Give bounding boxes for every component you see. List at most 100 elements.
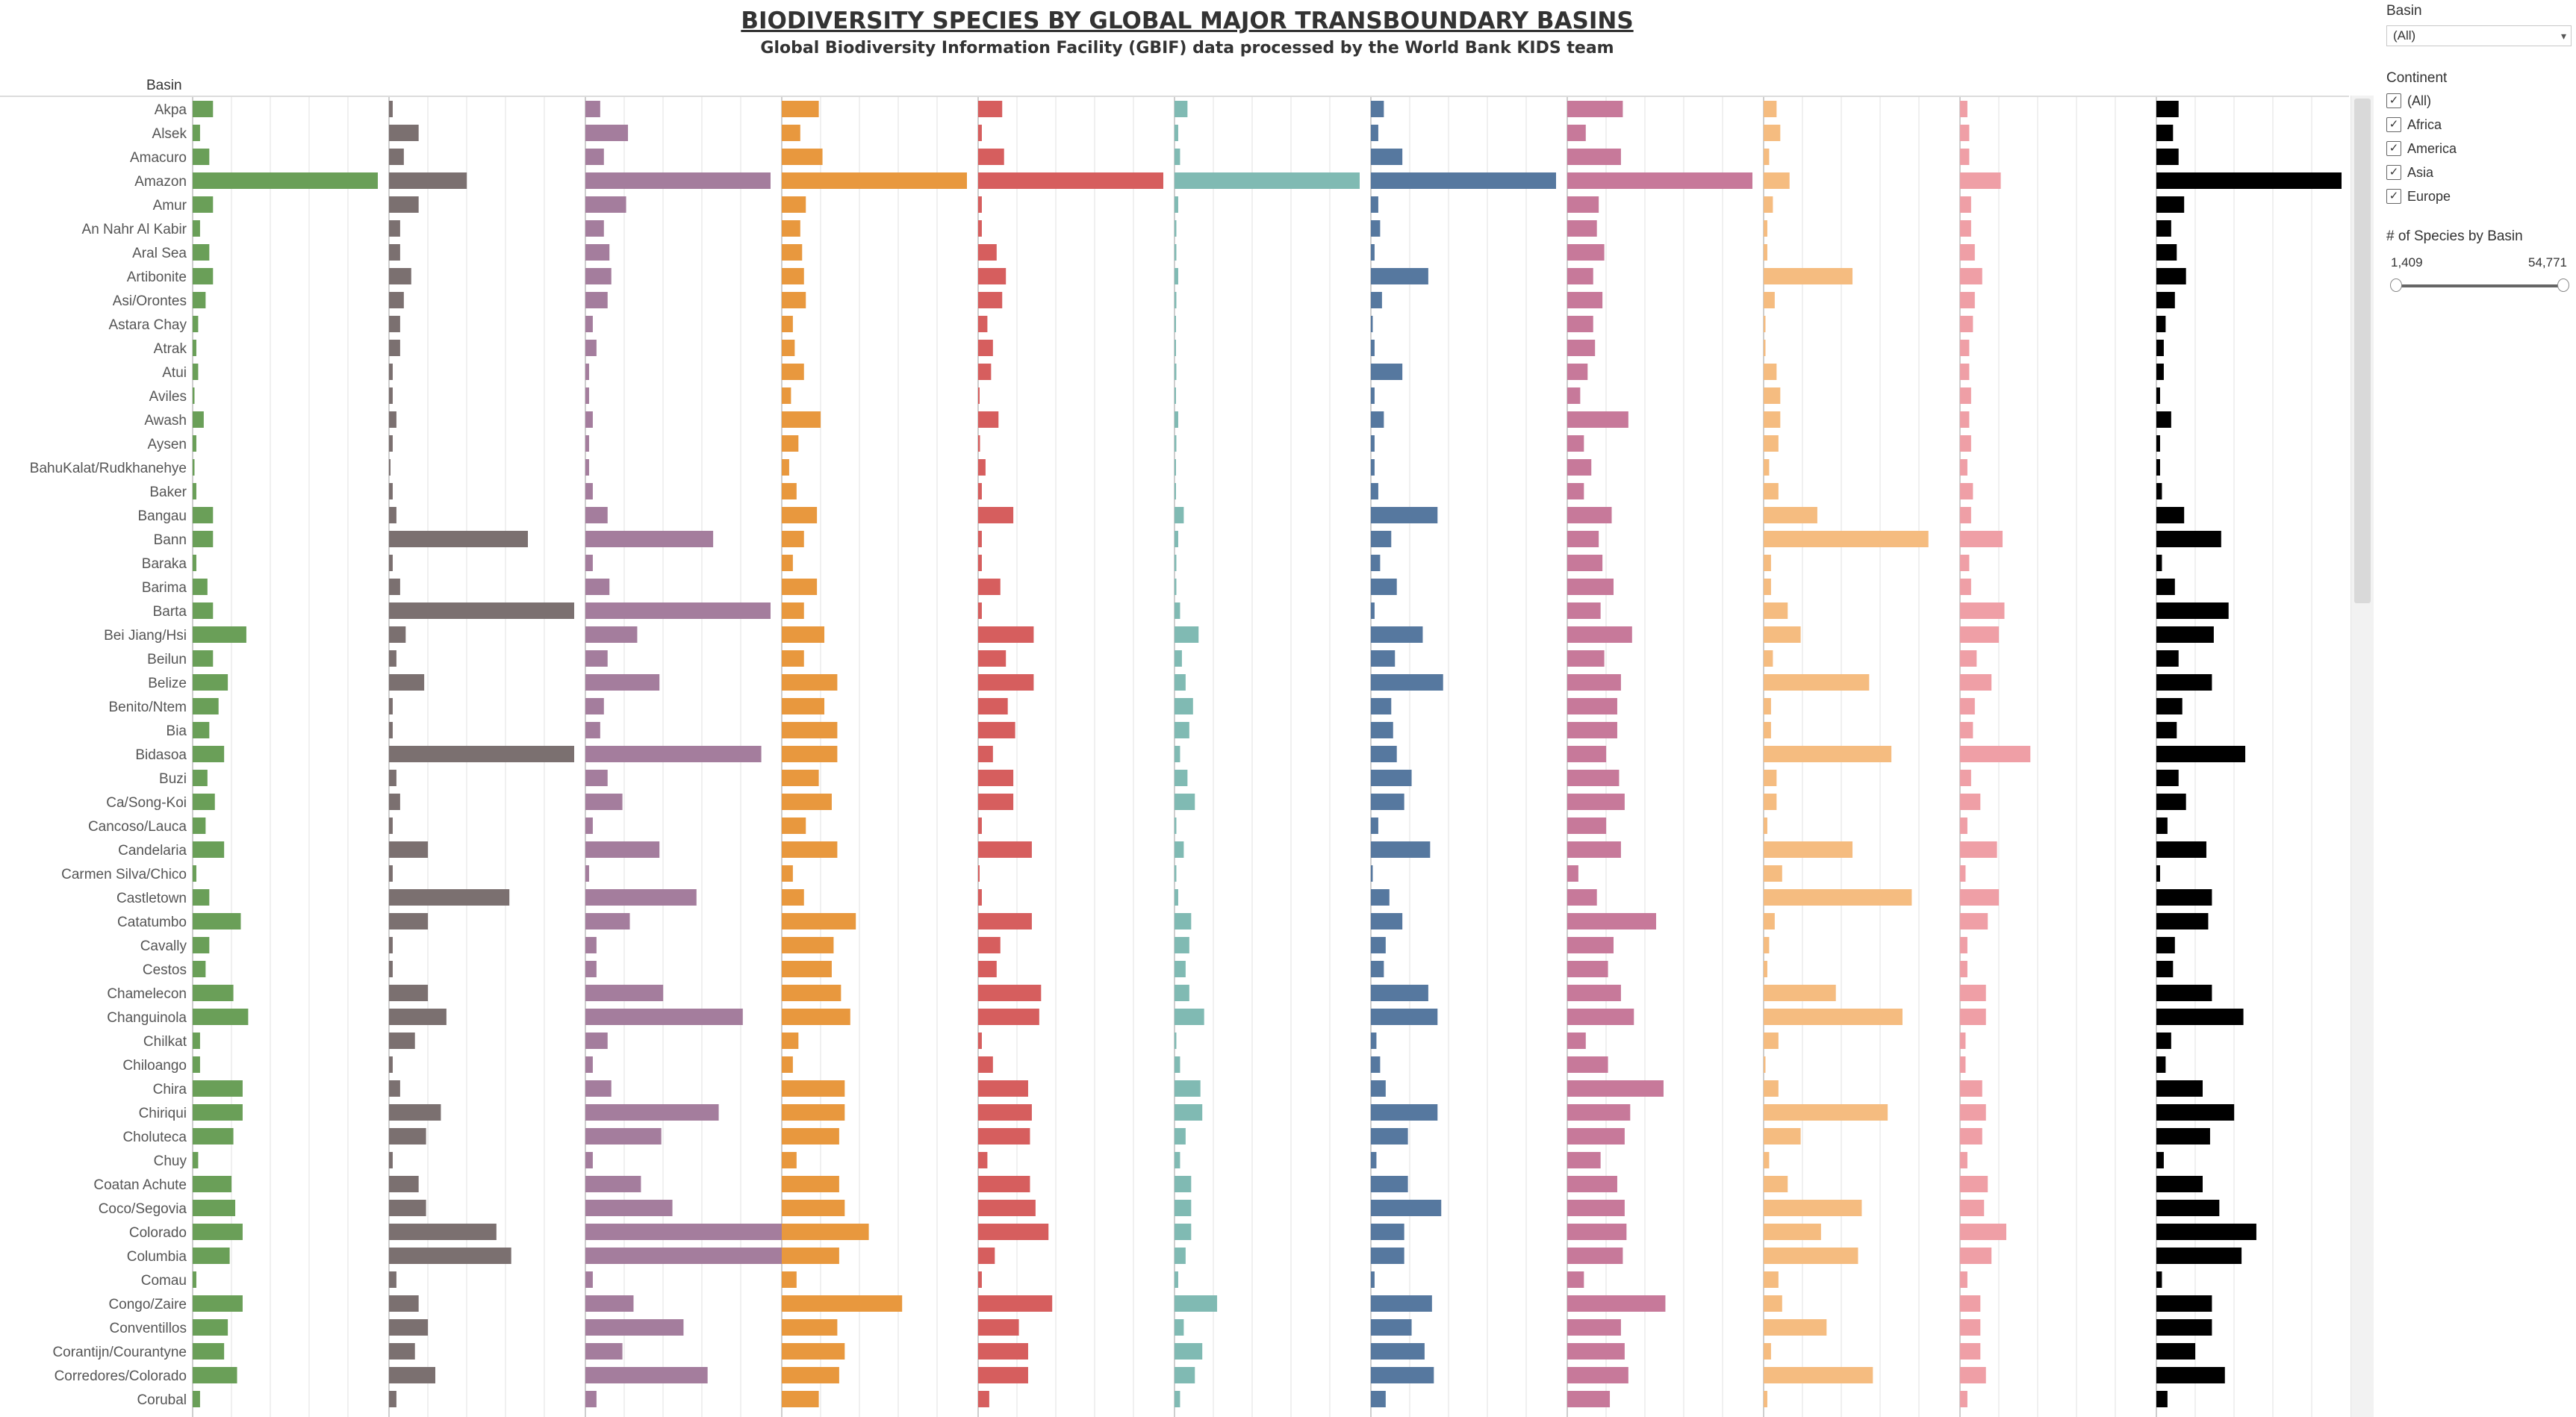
bar[interactable] xyxy=(1764,602,1788,619)
bar[interactable] xyxy=(978,172,1163,189)
bar[interactable] xyxy=(585,1176,641,1192)
bar[interactable] xyxy=(1960,459,1967,476)
bar[interactable] xyxy=(585,1271,593,1288)
bar[interactable] xyxy=(1567,865,1578,882)
bar[interactable] xyxy=(1764,1009,1903,1025)
bar[interactable] xyxy=(1175,220,1177,237)
bar[interactable] xyxy=(1371,818,1378,834)
bar[interactable] xyxy=(978,1391,989,1407)
bar[interactable] xyxy=(193,937,210,953)
bar[interactable] xyxy=(193,172,378,189)
bar[interactable] xyxy=(389,1056,393,1073)
bar[interactable] xyxy=(1960,244,1975,261)
bar[interactable] xyxy=(1371,889,1390,906)
chart-scrollbar[interactable] xyxy=(2351,96,2374,1417)
bar[interactable] xyxy=(1567,913,1657,929)
bar[interactable] xyxy=(782,889,804,906)
bar[interactable] xyxy=(193,507,214,523)
basin-label[interactable]: Atui xyxy=(162,365,187,381)
bar[interactable] xyxy=(2156,483,2162,499)
bar[interactable] xyxy=(193,435,196,452)
bar[interactable] xyxy=(978,387,980,404)
bar[interactable] xyxy=(389,1224,497,1240)
bar[interactable] xyxy=(1960,1224,2006,1240)
bar[interactable] xyxy=(1567,292,1603,308)
bar[interactable] xyxy=(782,340,795,356)
basin-label[interactable]: Chuy xyxy=(154,1153,187,1169)
bar[interactable] xyxy=(1175,196,1178,213)
bar[interactable] xyxy=(1175,746,1180,762)
bar[interactable] xyxy=(389,722,393,738)
bar[interactable] xyxy=(389,364,393,380)
bar[interactable] xyxy=(1371,1009,1438,1025)
bar[interactable] xyxy=(389,794,400,810)
basin-label[interactable]: Colorado xyxy=(129,1225,187,1241)
bar[interactable] xyxy=(389,244,400,261)
bar[interactable] xyxy=(1371,985,1428,1001)
bar[interactable] xyxy=(1764,172,1790,189)
bar[interactable] xyxy=(1567,1176,1617,1192)
basin-label[interactable]: Aviles xyxy=(149,389,187,405)
bar[interactable] xyxy=(1175,1367,1195,1383)
bar[interactable] xyxy=(2156,459,2160,476)
bar[interactable] xyxy=(1960,602,2005,619)
bar[interactable] xyxy=(1567,841,1621,858)
bar[interactable] xyxy=(1567,818,1607,834)
bar[interactable] xyxy=(1371,770,1412,786)
bar[interactable] xyxy=(782,602,804,619)
bar[interactable] xyxy=(2156,626,2214,643)
bar[interactable] xyxy=(782,292,806,308)
bar[interactable] xyxy=(389,507,396,523)
bar[interactable] xyxy=(782,746,838,762)
continent-option-europe[interactable]: ✓ Europe xyxy=(2386,187,2451,206)
bar[interactable] xyxy=(2156,268,2186,284)
bar[interactable] xyxy=(389,1319,429,1336)
bar[interactable] xyxy=(782,1271,797,1288)
bar[interactable] xyxy=(2156,555,2162,571)
bar[interactable] xyxy=(978,985,1042,1001)
bar[interactable] xyxy=(585,244,610,261)
basin-label[interactable]: An Nahr Al Kabir xyxy=(82,222,187,237)
basin-label[interactable]: Chiloango xyxy=(122,1058,187,1074)
bar[interactable] xyxy=(1764,579,1771,595)
bar[interactable] xyxy=(585,220,604,237)
bar[interactable] xyxy=(1764,794,1777,810)
bar[interactable] xyxy=(193,626,246,643)
bar[interactable] xyxy=(1175,602,1180,619)
bar[interactable] xyxy=(193,555,196,571)
bar[interactable] xyxy=(1175,507,1184,523)
bar[interactable] xyxy=(2156,770,2179,786)
bar[interactable] xyxy=(782,1056,793,1073)
bar[interactable] xyxy=(389,1152,393,1168)
bar[interactable] xyxy=(782,268,804,284)
basin-label[interactable]: Bidasoa xyxy=(135,747,187,763)
bar[interactable] xyxy=(193,746,225,762)
bar[interactable] xyxy=(193,531,214,547)
bar[interactable] xyxy=(1371,1224,1404,1240)
bar[interactable] xyxy=(1764,316,1766,332)
bar[interactable] xyxy=(1960,985,1986,1001)
bar[interactable] xyxy=(1371,268,1428,284)
bar[interactable] xyxy=(1960,1080,1982,1097)
bar[interactable] xyxy=(2156,818,2168,834)
bar[interactable] xyxy=(2156,579,2175,595)
bar[interactable] xyxy=(1567,746,1607,762)
bar[interactable] xyxy=(1567,1367,1628,1383)
basin-label[interactable]: Cestos xyxy=(143,962,187,978)
bar[interactable] xyxy=(1567,244,1605,261)
checkbox-icon[interactable]: ✓ xyxy=(2386,93,2401,108)
bar[interactable] xyxy=(389,841,429,858)
bar[interactable] xyxy=(1371,1152,1377,1168)
bar[interactable] xyxy=(389,579,400,595)
bar[interactable] xyxy=(2156,101,2179,117)
bar[interactable] xyxy=(978,770,1014,786)
bar[interactable] xyxy=(389,937,393,953)
bar[interactable] xyxy=(1960,746,2031,762)
bar[interactable] xyxy=(2156,913,2209,929)
bar[interactable] xyxy=(782,1033,799,1049)
bar[interactable] xyxy=(1960,268,1982,284)
bar[interactable] xyxy=(389,220,400,237)
bar[interactable] xyxy=(1960,650,1977,667)
bar[interactable] xyxy=(389,626,406,643)
basin-label[interactable]: Bangau xyxy=(137,508,187,524)
